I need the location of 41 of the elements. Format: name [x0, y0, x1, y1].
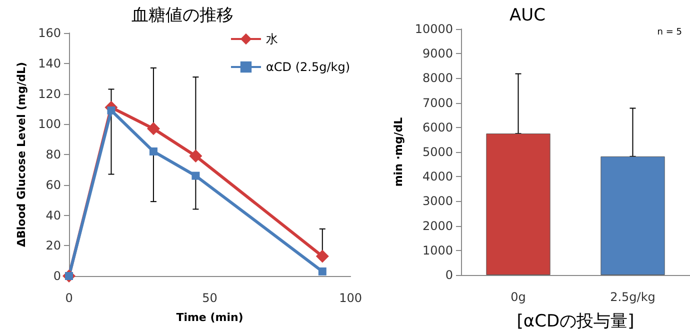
y-tick-label: 3000 [422, 194, 453, 208]
x-axis-title: [αCDの投与量] [516, 312, 634, 332]
point [189, 150, 202, 163]
x-tick-label: 2.5g/kg [610, 290, 656, 304]
point [192, 172, 200, 180]
y-tick-label: 5000 [422, 145, 453, 159]
point [149, 147, 158, 156]
y-axis-title: ΔBlood Glucose Level (mg/dL) [15, 62, 28, 248]
y-tick-label: 9000 [422, 46, 453, 61]
y-tick-label: 120 [38, 86, 61, 101]
chart-title: 血糖値の推移 [132, 6, 234, 26]
y-tick-label: 1000 [422, 243, 453, 258]
y-tick-label: 2000 [422, 218, 453, 233]
y-tick-label: 100 [38, 117, 61, 132]
point [107, 106, 116, 114]
x-tick-label: 50 [202, 291, 218, 305]
y-axis-title: min ·mg/dL [392, 117, 405, 187]
y-tick-label: 0 [445, 268, 453, 282]
annotation: n = 5 [657, 28, 682, 38]
y-tick-label: 60 [46, 178, 61, 192]
x-tick-label: 0 [65, 291, 73, 305]
y-tick-label: 7000 [422, 96, 453, 110]
x-axis-title: Time (min) [176, 311, 244, 324]
point [146, 122, 160, 136]
y-tick-label: 0 [53, 269, 61, 283]
legend-label: αCD (2.5g/kg) [266, 60, 350, 74]
y-tick-label: 10000 [414, 22, 453, 36]
y-tick-label: 40 [46, 208, 61, 222]
y-tick-label: 6000 [422, 120, 453, 134]
chart-title: AUC [510, 6, 546, 26]
legend-label: 水 [266, 32, 278, 46]
y-tick-label: 140 [38, 56, 61, 70]
y-tick-label: 8000 [422, 71, 453, 86]
y-tick-label: 80 [46, 148, 61, 162]
y-tick-label: 160 [38, 26, 61, 40]
y-tick-label: 4000 [422, 170, 453, 184]
point [318, 267, 326, 276]
x-tick-label: 100 [339, 291, 362, 305]
x-tick-label: 0g [510, 290, 526, 304]
y-tick-label: 20 [46, 238, 61, 253]
point [316, 250, 329, 263]
